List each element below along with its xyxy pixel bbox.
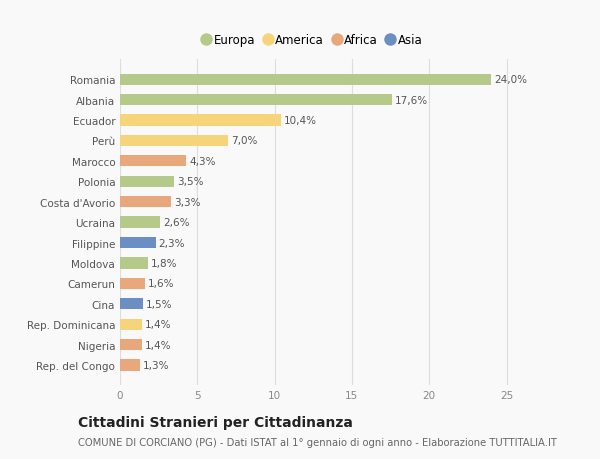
Text: 1,4%: 1,4%: [145, 340, 171, 350]
Bar: [120, 74, 491, 86]
Text: 2,6%: 2,6%: [163, 218, 190, 228]
Text: 2,3%: 2,3%: [158, 238, 185, 248]
Legend: Europa, America, Africa, Asia: Europa, America, Africa, Asia: [199, 30, 427, 52]
Bar: [120, 156, 187, 167]
Text: 4,3%: 4,3%: [190, 157, 216, 167]
Bar: [120, 237, 155, 249]
Bar: [120, 95, 392, 106]
Bar: [120, 359, 140, 371]
Bar: [120, 115, 281, 126]
Bar: [120, 217, 160, 228]
Text: Cittadini Stranieri per Cittadinanza: Cittadini Stranieri per Cittadinanza: [78, 415, 353, 429]
Text: 17,6%: 17,6%: [395, 95, 428, 106]
Bar: [120, 258, 148, 269]
Bar: [120, 196, 171, 208]
Bar: [120, 135, 228, 147]
Text: 1,8%: 1,8%: [151, 258, 178, 269]
Text: COMUNE DI CORCIANO (PG) - Dati ISTAT al 1° gennaio di ogni anno - Elaborazione T: COMUNE DI CORCIANO (PG) - Dati ISTAT al …: [78, 437, 557, 447]
Text: 10,4%: 10,4%: [284, 116, 317, 126]
Text: 3,3%: 3,3%: [174, 197, 200, 207]
Text: 1,5%: 1,5%: [146, 299, 173, 309]
Text: 1,6%: 1,6%: [148, 279, 175, 289]
Bar: [120, 176, 174, 187]
Text: 1,4%: 1,4%: [145, 319, 171, 330]
Bar: [120, 339, 142, 350]
Text: 7,0%: 7,0%: [232, 136, 257, 146]
Bar: [120, 319, 142, 330]
Text: 3,5%: 3,5%: [177, 177, 204, 187]
Text: 24,0%: 24,0%: [494, 75, 527, 85]
Bar: [120, 298, 143, 310]
Text: 1,3%: 1,3%: [143, 360, 170, 370]
Bar: [120, 278, 145, 289]
